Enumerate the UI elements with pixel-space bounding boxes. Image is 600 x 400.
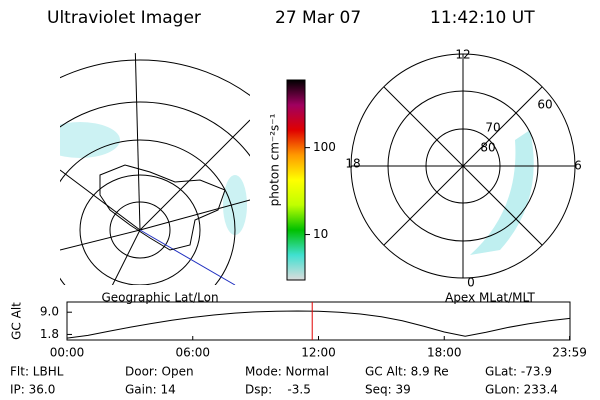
status-field: Seq: 39 xyxy=(365,383,411,397)
header-time: 11:42:10 UT xyxy=(430,8,535,28)
geo-map xyxy=(60,52,250,286)
status-field: IP: 36.0 xyxy=(10,383,55,397)
x-tick-label: 23:59 xyxy=(552,346,587,360)
y-tick-label: 9.0 xyxy=(40,305,59,319)
status-field: Dsp: -3.5 xyxy=(245,383,311,397)
status-field: Gain: 14 xyxy=(125,383,176,397)
panel-title: Geographic Lat/Lon xyxy=(101,291,218,305)
altitude-line xyxy=(66,310,571,339)
mlat-label: 60 xyxy=(537,98,552,112)
colorbar-tick-label: 100 xyxy=(313,140,336,154)
x-tick-label: 18:00 xyxy=(427,346,462,360)
y-axis-label: GC Alt xyxy=(10,302,24,340)
status-field: GLat: -73.9 xyxy=(485,365,552,379)
polar-map xyxy=(350,53,576,279)
mlt-label: 0 xyxy=(467,276,475,290)
panel-title: Apex MLat/MLT xyxy=(445,291,535,305)
mlt-label: 12 xyxy=(455,48,470,62)
status-field: GC Alt: 8.9 Re xyxy=(365,365,449,379)
status-field: Door: Open xyxy=(125,365,194,379)
x-tick-label: 00:00 xyxy=(50,346,85,360)
x-tick-label: 12:00 xyxy=(301,346,336,360)
colorbar-tick-label: 10 xyxy=(313,227,328,241)
status-field: GLon: 233.4 xyxy=(485,383,558,397)
y-tick-label: 1.8 xyxy=(40,327,59,341)
mlt-label: 6 xyxy=(574,159,582,173)
mlt-label: 18 xyxy=(345,157,360,171)
colorbar-label: photon cm⁻²s⁻¹ xyxy=(268,113,282,206)
colorbar xyxy=(286,79,306,281)
header-date: 27 Mar 07 xyxy=(275,8,361,28)
status-field: Mode: Normal xyxy=(245,365,329,379)
status-field: Flt: LBHL xyxy=(10,365,64,379)
x-tick-label: 06:00 xyxy=(175,346,210,360)
mlat-label: 70 xyxy=(485,121,500,135)
header-title: Ultraviolet Imager xyxy=(47,8,201,28)
mlat-label: 80 xyxy=(480,141,495,155)
